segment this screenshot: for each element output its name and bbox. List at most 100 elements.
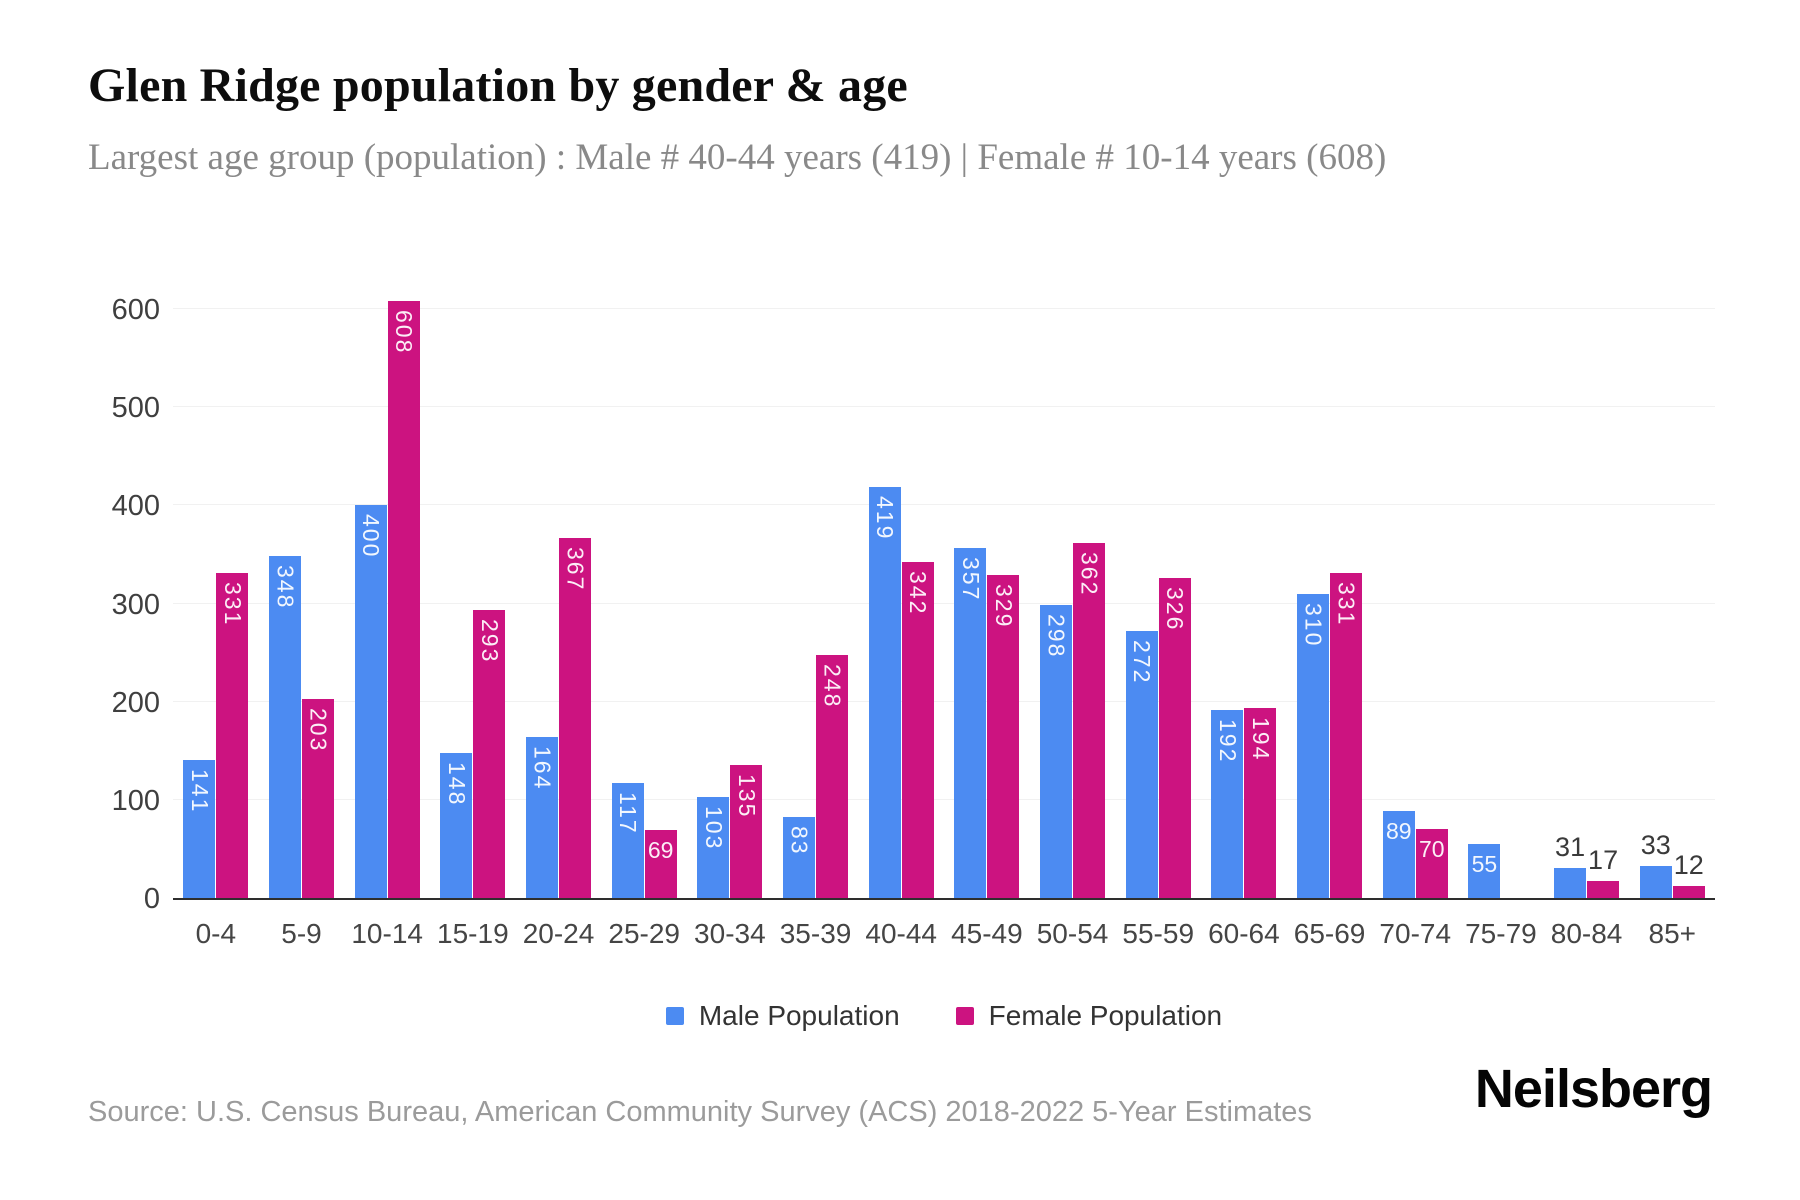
bar-group-5-9: 348 203 <box>259 311 345 898</box>
x-tick-75-79: 75-79 <box>1465 918 1537 949</box>
bar-value-label: 367 <box>562 546 589 592</box>
y-tick-100: 100 <box>111 784 160 817</box>
bar-male-70-74[interactable]: 89 <box>1382 810 1415 898</box>
bar-value-label: 357 <box>957 556 984 601</box>
bar-value-label: 293 <box>476 619 503 664</box>
x-tick-65-69: 65-69 <box>1293 918 1366 949</box>
bar-group-55-59: 272 326 <box>1115 311 1201 898</box>
bar-value-label: 12 <box>1673 850 1704 881</box>
chart-subtitle: Largest age group (population) : Male # … <box>88 137 1387 178</box>
bar-value-label: 148 <box>443 761 470 807</box>
bar-group-35-39: 83 248 <box>773 311 859 898</box>
bar-value-label: 135 <box>733 774 760 819</box>
bar-value-label: 203 <box>305 707 332 753</box>
gridline-100 <box>173 798 1715 800</box>
bar-male-60-64[interactable]: 192 <box>1211 709 1244 898</box>
bar-group-0-4: 141 331 <box>173 311 259 898</box>
bar-male-55-59[interactable]: 272 <box>1125 631 1158 898</box>
bar-value-label: 400 <box>358 514 385 559</box>
bar-group-25-29: 117 69 <box>601 311 687 898</box>
bar-value-label: 608 <box>391 310 418 355</box>
bar-value-label: 192 <box>1214 718 1241 763</box>
y-tick-500: 500 <box>111 392 160 425</box>
bar-female-65-69[interactable]: 331 <box>1330 573 1363 898</box>
bar-value-label: 33 <box>1640 829 1671 860</box>
bar-female-70-74[interactable]: 70 <box>1415 829 1448 898</box>
bar-value-label: 310 <box>1300 602 1327 648</box>
y-tick-0: 0 <box>143 883 160 915</box>
x-tick-35-39: 35-39 <box>779 918 852 949</box>
bar-value-label: 331 <box>1333 582 1360 627</box>
bar-male-25-29[interactable]: 117 <box>611 783 644 898</box>
bar-group-85+: 33 12 <box>1629 311 1715 898</box>
legend-item-male[interactable]: Male Population <box>665 1000 900 1032</box>
bar-value-label: 70 <box>1418 836 1445 863</box>
y-tick-300: 300 <box>111 588 160 621</box>
bar-female-25-29[interactable]: 69 <box>644 830 677 898</box>
bar-female-0-4[interactable]: 331 <box>216 573 249 898</box>
bar-female-40-44[interactable]: 342 <box>901 562 934 898</box>
bar-male-45-49[interactable]: 357 <box>954 547 987 898</box>
bar-male-65-69[interactable]: 310 <box>1297 593 1330 898</box>
bar-group-60-64: 192 194 <box>1201 311 1287 898</box>
gridline-200 <box>173 700 1715 702</box>
bar-female-80-84[interactable]: 17 <box>1587 845 1620 898</box>
bar-female-10-14[interactable]: 608 <box>387 301 420 898</box>
bar-female-45-49[interactable]: 329 <box>987 575 1020 898</box>
x-tick-20-24: 20-24 <box>522 918 595 949</box>
chart-title: Glen Ridge population by gender & age <box>88 59 908 112</box>
bar-group-75-79: 55 <box>1458 311 1544 898</box>
bar-group-45-49: 357 329 <box>944 311 1030 898</box>
bar-male-75-79[interactable]: 55 <box>1468 844 1501 898</box>
female-swatch-icon <box>955 1007 974 1025</box>
bar-male-85+[interactable]: 33 <box>1639 830 1672 898</box>
x-axis-labels: 0-4 5-9 10-14 15-19 20-24 25-29 30-34 35-39 40-4… <box>173 918 1715 950</box>
bar-value-label: 248 <box>819 663 846 708</box>
bar-male-50-54[interactable]: 298 <box>1040 605 1073 898</box>
bar-female-5-9[interactable]: 203 <box>302 698 334 898</box>
bar-female-50-54[interactable]: 362 <box>1073 542 1106 898</box>
bar-group-80-84: 31 17 <box>1544 311 1630 898</box>
bar-male-15-19[interactable]: 148 <box>440 752 473 898</box>
y-tick-400: 400 <box>111 490 160 523</box>
bar-group-65-69: 310 331 <box>1287 311 1373 898</box>
bar-female-30-34[interactable]: 135 <box>730 765 763 898</box>
gridline-600 <box>173 308 1715 309</box>
bar-value-label: 298 <box>1043 614 1070 659</box>
bar-value-label: 31 <box>1555 831 1586 862</box>
x-tick-50-54: 50-54 <box>1036 918 1109 949</box>
bar-male-20-24[interactable]: 164 <box>526 737 559 898</box>
bar-male-10-14[interactable]: 400 <box>354 505 387 898</box>
bar-value-label: 69 <box>647 837 674 864</box>
y-tick-600: 600 <box>111 294 160 326</box>
bar-male-40-44[interactable]: 419 <box>868 486 901 898</box>
bar-female-35-39[interactable]: 248 <box>816 654 849 898</box>
bar-male-0-4[interactable]: 141 <box>183 759 216 898</box>
legend: Male Population Female Population <box>173 1000 1715 1032</box>
legend-label-male: Male Population <box>698 1000 900 1031</box>
bar-male-5-9[interactable]: 348 <box>269 556 301 898</box>
bar-group-15-19: 148 293 <box>430 311 516 898</box>
bar-group-20-24: 164 367 <box>516 311 602 898</box>
bar-female-55-59[interactable]: 326 <box>1158 577 1191 898</box>
bar-value-label: 55 <box>1471 851 1498 878</box>
bar-female-85+[interactable]: 12 <box>1672 850 1705 898</box>
x-tick-45-49: 45-49 <box>951 918 1023 949</box>
male-swatch-icon <box>665 1007 684 1025</box>
bar-female-15-19[interactable]: 293 <box>473 610 506 898</box>
x-tick-0-4: 0-4 <box>195 918 237 949</box>
bar-male-30-34[interactable]: 103 <box>697 796 730 898</box>
bar-groups: 141 331 348 203 400 608 148 293 164 367 117 69 103 13… <box>173 301 1715 898</box>
bar-value-label: 103 <box>700 805 727 851</box>
bar-female-60-64[interactable]: 194 <box>1244 707 1277 898</box>
source-attribution: Source: U.S. Census Bureau, American Com… <box>88 1096 1312 1128</box>
bar-value-label: 272 <box>1129 640 1156 685</box>
bar-value-label: 164 <box>529 746 556 791</box>
bar-male-35-39[interactable]: 83 <box>783 816 816 898</box>
bar-group-50-54: 298 362 <box>1030 311 1116 898</box>
legend-item-female[interactable]: Female Population <box>955 1000 1222 1032</box>
x-tick-55-59: 55-59 <box>1122 918 1195 949</box>
x-tick-85+: 85+ <box>1648 918 1697 949</box>
bar-male-80-84[interactable]: 31 <box>1554 832 1587 898</box>
bar-female-20-24[interactable]: 367 <box>559 537 592 898</box>
